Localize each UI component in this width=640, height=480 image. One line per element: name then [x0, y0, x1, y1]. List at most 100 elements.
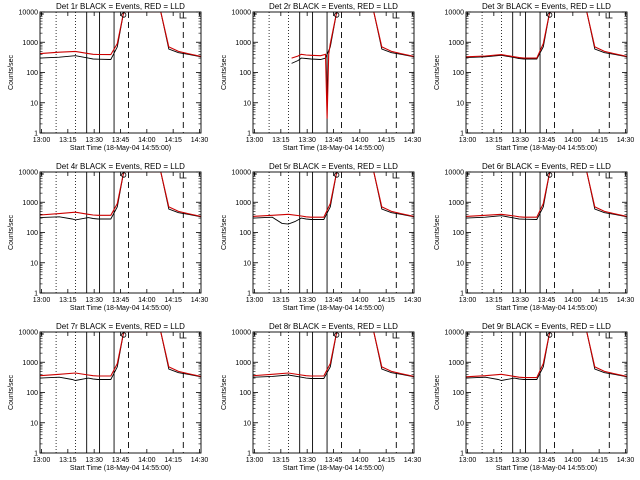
- x-tick-label: 14:15: [164, 137, 182, 144]
- x-tick-label: 13:45: [325, 457, 343, 464]
- detector-panel-3r: Det 3r BLACK = Events, RED = LLD 1 10 100 10…: [426, 0, 639, 160]
- x-axis-label: Start Time (18-May-04 14:55:00): [496, 465, 597, 472]
- y-axis-label: Counts/sec: [221, 54, 228, 90]
- x-tick-label: 14:00: [351, 297, 369, 304]
- x-tick-label: 14:30: [617, 297, 635, 304]
- chart-svg: Det 6r BLACK = Events, RED = LLD 1 10 100 10…: [434, 162, 635, 312]
- detector-panel-8r: Det 8r BLACK = Events, RED = LLD 1 10 100 10…: [213, 320, 426, 480]
- x-tick-label: 13:30: [298, 457, 316, 464]
- x-tick-label: 13:15: [272, 297, 290, 304]
- y-tick-label: 1: [460, 451, 464, 458]
- detector-panel-6r: Det 6r BLACK = Events, RED = LLD 1 10 100 10…: [426, 160, 639, 320]
- y-tick-label: 10: [456, 420, 464, 427]
- peak-marker-circle: [334, 12, 340, 18]
- x-tick-label: 14:15: [164, 457, 182, 464]
- y-tick-label: 10: [243, 420, 251, 427]
- x-axis-label: Start Time (18-May-04 14:55:00): [70, 145, 171, 152]
- peak-marker-circle: [334, 172, 340, 178]
- y-tick-label: 10000: [232, 330, 252, 337]
- y-tick-label: 100: [239, 70, 251, 77]
- y-tick-label: 10: [456, 260, 464, 267]
- y-axis-label: Counts/sec: [8, 214, 15, 250]
- y-tick-label: 100: [26, 70, 38, 77]
- detector-panel-9r: Det 9r BLACK = Events, RED = LLD 1 10 100 10…: [426, 320, 639, 480]
- x-tick-label: 14:30: [404, 137, 422, 144]
- peak-marker-circle: [121, 332, 127, 338]
- y-tick-label: 1000: [235, 200, 251, 207]
- y-tick-label: 100: [452, 70, 464, 77]
- x-tick-label: 13:30: [511, 297, 529, 304]
- x-axis-label: Start Time (18-May-04 14:55:00): [496, 145, 597, 152]
- y-tick-label: 10: [30, 100, 38, 107]
- bracket-marker: [392, 333, 400, 339]
- series-line-events: [466, 12, 627, 60]
- x-tick-label: 13:15: [59, 457, 77, 464]
- chart-title: Det 8r BLACK = Events, RED = LLD: [269, 322, 398, 331]
- series-line-events: [466, 172, 627, 220]
- chart-title: Det 1r BLACK = Events, RED = LLD: [56, 2, 185, 11]
- y-tick-label: 10000: [232, 10, 252, 17]
- chart-svg: Det 4r BLACK = Events, RED = LLD 1 10 100 10…: [8, 162, 209, 312]
- chart-svg: Det 9r BLACK = Events, RED = LLD 1 10 100 10…: [434, 322, 635, 472]
- y-tick-label: 1000: [448, 200, 464, 207]
- x-tick-label: 14:30: [617, 457, 635, 464]
- x-tick-label: 13:15: [59, 137, 77, 144]
- x-tick-label: 14:30: [404, 297, 422, 304]
- x-tick-label: 13:30: [85, 137, 103, 144]
- y-tick-label: 1000: [448, 360, 464, 367]
- chart-svg: Det 3r BLACK = Events, RED = LLD 1 10 100 10…: [434, 2, 635, 152]
- x-tick-label: 13:30: [511, 137, 529, 144]
- series-line-lld: [466, 172, 627, 218]
- chart-svg: Det 2r BLACK = Events, RED = LLD 1 10 100 10…: [221, 2, 422, 152]
- y-tick-label: 1000: [235, 360, 251, 367]
- y-tick-label: 1: [247, 451, 251, 458]
- series-line-events: [253, 172, 414, 225]
- series-line-lld: [253, 332, 414, 377]
- x-tick-label: 14:15: [590, 457, 608, 464]
- y-axis-label: Counts/sec: [221, 374, 228, 410]
- x-tick-label: 13:45: [112, 297, 130, 304]
- bracket-marker: [605, 13, 613, 19]
- series-line-lld: [466, 332, 627, 379]
- y-tick-label: 10: [243, 260, 251, 267]
- x-axis-label: Start Time (18-May-04 14:55:00): [283, 305, 384, 312]
- y-tick-label: 1000: [22, 200, 38, 207]
- y-tick-label: 1000: [22, 360, 38, 367]
- peak-marker-circle: [547, 332, 553, 338]
- x-tick-label: 13:45: [112, 457, 130, 464]
- y-axis-label: Counts/sec: [8, 54, 15, 90]
- chart-title: Det 5r BLACK = Events, RED = LLD: [269, 162, 398, 171]
- series-line-lld: [466, 12, 627, 59]
- y-axis-label: Counts/sec: [434, 374, 441, 410]
- x-tick-label: 14:15: [377, 137, 395, 144]
- series-line-lld: [291, 12, 414, 119]
- series-line-events: [466, 332, 627, 381]
- x-tick-label: 14:00: [351, 457, 369, 464]
- y-tick-label: 1000: [22, 40, 38, 47]
- y-tick-label: 100: [239, 230, 251, 237]
- chart-title: Det 6r BLACK = Events, RED = LLD: [482, 162, 611, 171]
- x-tick-label: 14:00: [564, 137, 582, 144]
- x-tick-label: 14:30: [404, 457, 422, 464]
- bracket-marker: [392, 173, 400, 179]
- detector-panel-7r: Det 7r BLACK = Events, RED = LLD 1 10 100 10…: [0, 320, 213, 480]
- x-tick-label: 14:00: [351, 137, 369, 144]
- x-tick-label: 14:30: [617, 137, 635, 144]
- y-tick-label: 1: [34, 131, 38, 138]
- series-line-events: [40, 332, 201, 381]
- detector-panel-5r: Det 5r BLACK = Events, RED = LLD 1 10 100 10…: [213, 160, 426, 320]
- x-tick-label: 13:00: [459, 137, 477, 144]
- y-tick-label: 100: [452, 230, 464, 237]
- x-tick-label: 13:45: [325, 297, 343, 304]
- x-axis-label: Start Time (18-May-04 14:55:00): [70, 305, 171, 312]
- x-tick-label: 14:30: [191, 297, 209, 304]
- y-tick-label: 10000: [232, 170, 252, 177]
- y-tick-label: 10000: [445, 330, 465, 337]
- y-tick-label: 1: [247, 131, 251, 138]
- x-tick-label: 13:15: [485, 297, 503, 304]
- series-line-events: [40, 172, 201, 221]
- chart-svg: Det 1r BLACK = Events, RED = LLD 1 10 100 10…: [8, 2, 208, 152]
- peak-marker-circle: [121, 172, 127, 178]
- bracket-marker: [605, 173, 613, 179]
